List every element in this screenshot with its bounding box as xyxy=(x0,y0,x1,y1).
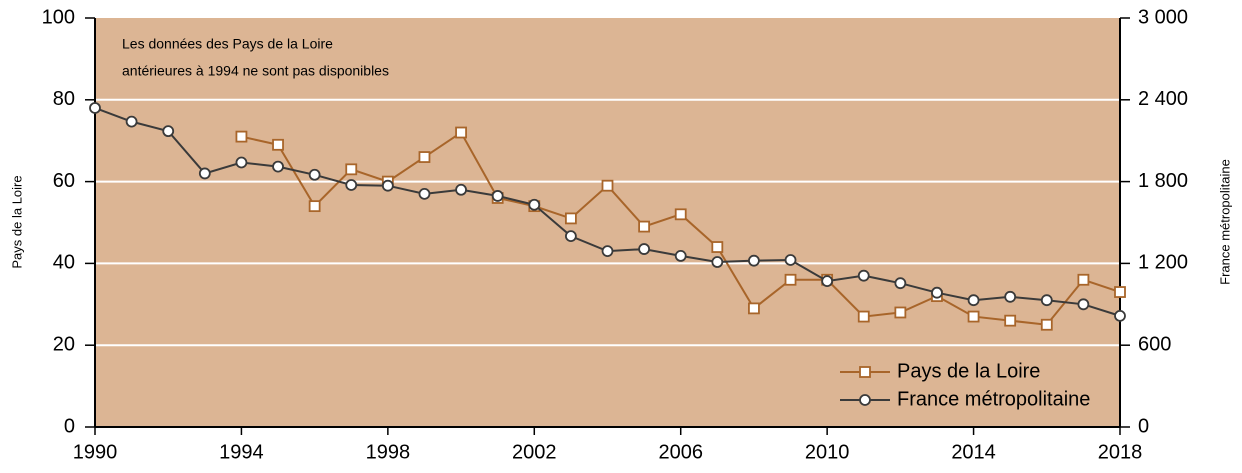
annotation: antérieures à 1994 ne sont pas disponibl… xyxy=(122,63,389,79)
x-tick-label: 2006 xyxy=(658,441,703,463)
marker xyxy=(748,302,760,315)
legend-label: Pays de la Loire xyxy=(897,360,1040,382)
marker xyxy=(967,310,980,323)
marker xyxy=(308,200,321,213)
marker xyxy=(601,179,614,192)
marker xyxy=(748,254,760,267)
marker xyxy=(491,190,504,202)
x-tick-label: 1990 xyxy=(73,441,118,463)
marker xyxy=(528,198,541,211)
marker xyxy=(894,277,907,290)
marker xyxy=(235,156,248,169)
marker xyxy=(931,286,943,299)
marker xyxy=(564,230,577,243)
marker xyxy=(674,250,687,262)
marker xyxy=(784,254,797,266)
marker xyxy=(1004,290,1017,303)
y-tick-label: 80 xyxy=(53,88,75,110)
marker xyxy=(345,163,358,176)
marker xyxy=(894,306,907,319)
y-tick-label: 100 xyxy=(42,6,75,28)
marker xyxy=(638,220,651,233)
marker xyxy=(1004,314,1017,327)
marker xyxy=(418,151,431,163)
legend-marker xyxy=(859,394,871,406)
marker xyxy=(89,102,101,114)
marker xyxy=(857,269,870,282)
marker xyxy=(638,243,651,255)
x-tick-label: 2010 xyxy=(805,441,850,463)
y2-tick-label: 2 400 xyxy=(1138,88,1188,110)
marker xyxy=(272,138,284,151)
marker xyxy=(162,125,175,138)
y-tick-label: 0 xyxy=(64,415,75,437)
marker xyxy=(1077,298,1090,311)
marker xyxy=(711,241,724,253)
x-tick-label: 2002 xyxy=(512,441,557,463)
marker xyxy=(1114,286,1126,298)
legend-label: France métropolitaine xyxy=(897,388,1090,410)
marker xyxy=(125,115,138,128)
marker xyxy=(564,212,577,225)
marker xyxy=(711,256,724,268)
marker xyxy=(381,179,394,192)
y-axis-label: Pays de la Loire xyxy=(9,175,24,268)
marker xyxy=(345,179,358,191)
y2-tick-label: 1 200 xyxy=(1138,252,1188,274)
marker xyxy=(308,168,321,181)
marker xyxy=(967,294,980,307)
y2-tick-label: 0 xyxy=(1138,415,1149,437)
marker xyxy=(1040,294,1053,307)
marker xyxy=(455,126,467,139)
y2-tick-label: 1 800 xyxy=(1138,170,1188,192)
y-tick-label: 20 xyxy=(53,333,75,355)
marker xyxy=(418,187,431,200)
marker xyxy=(1114,309,1126,322)
annotation: Les données des Pays de la Loire xyxy=(122,36,333,52)
marker xyxy=(272,160,284,173)
marker xyxy=(821,275,834,288)
marker xyxy=(455,183,467,196)
x-tick-label: 1998 xyxy=(366,441,411,463)
y-tick-label: 60 xyxy=(53,170,75,192)
x-tick-label: 1994 xyxy=(219,441,264,463)
marker xyxy=(1077,273,1090,286)
x-tick-label: 2014 xyxy=(951,441,996,463)
marker xyxy=(674,208,687,221)
marker xyxy=(601,245,614,258)
legend-marker xyxy=(859,366,871,378)
x-tick-label: 2018 xyxy=(1098,441,1143,463)
marker xyxy=(198,167,211,180)
y2-tick-label: 600 xyxy=(1138,333,1171,355)
y-tick-label: 40 xyxy=(53,252,75,274)
marker xyxy=(1040,318,1053,331)
marker xyxy=(784,273,797,286)
marker xyxy=(235,130,248,143)
plot-area xyxy=(95,18,1120,427)
marker xyxy=(857,310,870,323)
y2-axis-label: France métropolitaine xyxy=(1217,159,1232,285)
y2-tick-label: 3 000 xyxy=(1138,6,1188,28)
